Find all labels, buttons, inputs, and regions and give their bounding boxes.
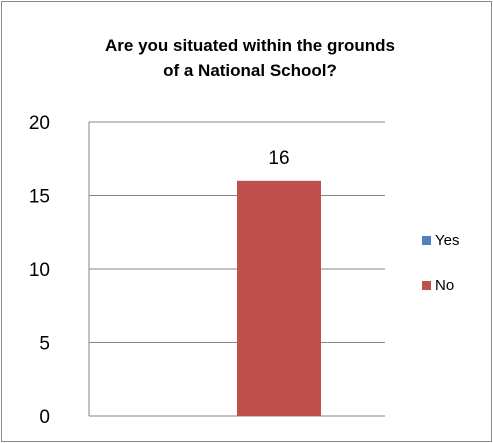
y-tick-label-15: 15 — [29, 187, 50, 208]
bar-no — [237, 180, 321, 416]
data-labels: 16 — [268, 148, 289, 169]
chart-title: Are you situated within the grounds of a… — [105, 36, 395, 80]
y-axis-ticks: 0 5 10 15 20 — [29, 113, 50, 428]
legend-label-no: No — [435, 277, 454, 294]
y-tick-label-20: 20 — [29, 113, 50, 134]
y-tick-label-5: 5 — [39, 334, 50, 355]
y-tick-label-0: 0 — [39, 407, 50, 428]
y-tick-label-10: 10 — [29, 260, 50, 281]
legend-swatch-yes — [422, 236, 431, 245]
legend-label-yes: Yes — [435, 232, 459, 249]
chart-title-line-1: Are you situated within the grounds — [105, 36, 395, 55]
legend: Yes No — [422, 232, 459, 294]
data-label-no: 16 — [268, 148, 289, 169]
bars — [237, 180, 321, 416]
legend-swatch-no — [422, 281, 431, 290]
chart-title-line-2: of a National School? — [163, 61, 337, 80]
